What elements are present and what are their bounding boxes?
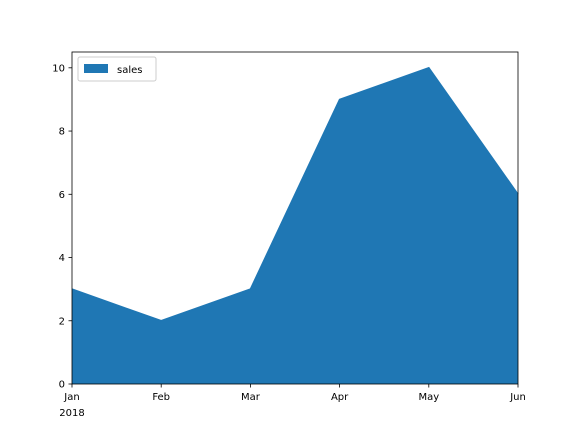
y-tick-label-2: 2 xyxy=(59,316,65,327)
x-tick-label-mar: Mar xyxy=(241,392,261,403)
legend-swatch-sales xyxy=(84,64,108,73)
legend: sales xyxy=(77,56,157,82)
x-tick-year-label: 2018 xyxy=(59,408,84,419)
plot-area xyxy=(71,66,519,385)
y-tick-label-8: 8 xyxy=(59,127,65,138)
legend-label-sales: sales xyxy=(117,65,142,76)
x-tick-label-apr: Apr xyxy=(331,392,349,403)
series-line-sales xyxy=(71,66,519,322)
y-tick-label-0: 0 xyxy=(59,380,65,391)
axes: 0 2 4 6 8 10 Jan Feb Mar Apr May Jun 2018 xyxy=(52,51,526,419)
legend-frame xyxy=(77,56,157,82)
axes-frame xyxy=(71,51,519,385)
x-tick-label-jun: Jun xyxy=(509,392,526,403)
y-tick-label-4: 4 xyxy=(59,253,65,264)
y-tick-label-6: 6 xyxy=(59,190,65,201)
x-tick-label-may: May xyxy=(418,392,439,403)
area-fill-sales xyxy=(72,67,518,385)
y-tick-label-10: 10 xyxy=(52,63,65,74)
x-tick-label-jan: Jan xyxy=(63,392,79,403)
x-tick-label-feb: Feb xyxy=(152,392,170,403)
